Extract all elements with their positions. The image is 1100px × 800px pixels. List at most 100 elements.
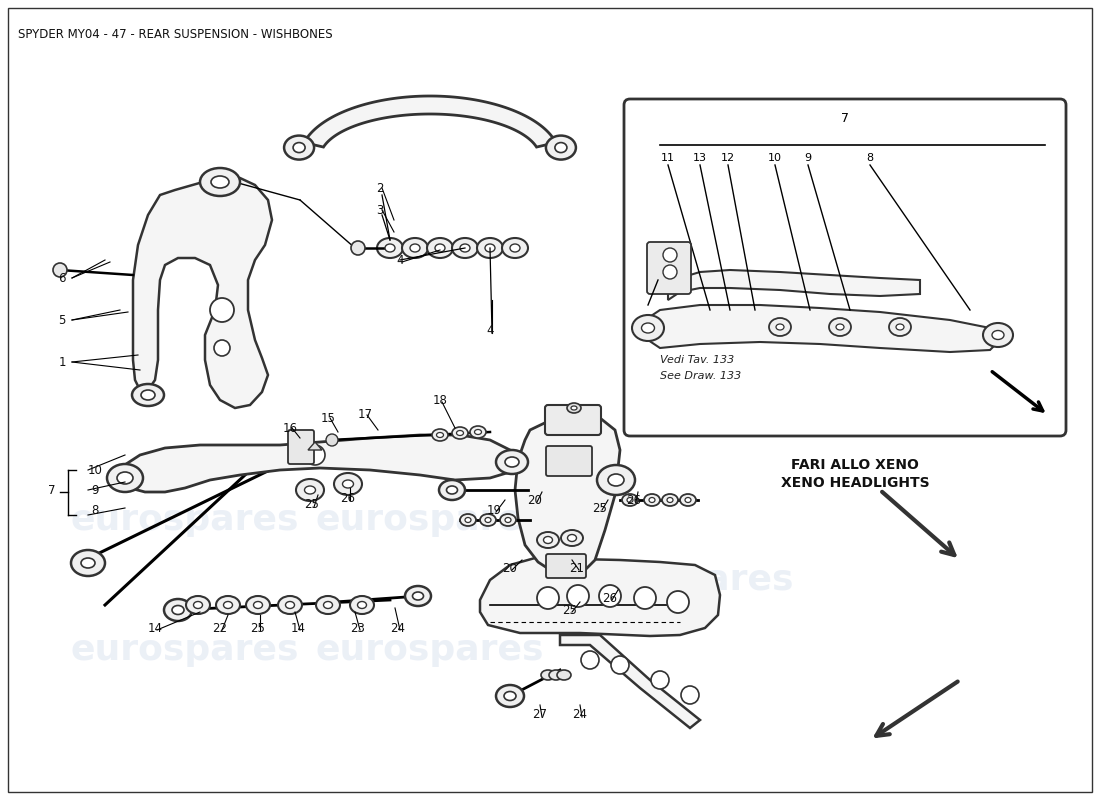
Ellipse shape <box>597 465 635 495</box>
Ellipse shape <box>377 238 403 258</box>
Ellipse shape <box>200 168 240 196</box>
Polygon shape <box>515 415 620 575</box>
Text: 27: 27 <box>532 709 548 722</box>
Ellipse shape <box>983 323 1013 347</box>
Ellipse shape <box>561 530 583 546</box>
Text: 14: 14 <box>290 622 306 634</box>
Text: eurospares: eurospares <box>316 633 544 667</box>
Ellipse shape <box>223 602 232 609</box>
Ellipse shape <box>496 450 528 474</box>
Ellipse shape <box>505 457 519 467</box>
Ellipse shape <box>427 238 453 258</box>
Ellipse shape <box>342 480 353 488</box>
Circle shape <box>351 241 365 255</box>
Polygon shape <box>118 435 516 492</box>
Text: 9: 9 <box>91 483 99 497</box>
Ellipse shape <box>685 498 691 502</box>
Ellipse shape <box>485 518 491 522</box>
Ellipse shape <box>641 323 654 333</box>
Ellipse shape <box>385 244 395 252</box>
Text: 13: 13 <box>693 153 707 163</box>
Ellipse shape <box>549 670 563 680</box>
Polygon shape <box>480 558 720 636</box>
Ellipse shape <box>504 691 516 701</box>
Text: 18: 18 <box>432 394 448 406</box>
Text: 24: 24 <box>572 709 587 722</box>
Ellipse shape <box>172 606 184 614</box>
Ellipse shape <box>402 238 428 258</box>
Text: 24: 24 <box>390 622 406 634</box>
Circle shape <box>610 656 629 674</box>
Circle shape <box>537 587 559 609</box>
Ellipse shape <box>505 518 512 522</box>
FancyBboxPatch shape <box>288 430 313 464</box>
Text: 10: 10 <box>768 153 782 163</box>
Ellipse shape <box>72 550 104 576</box>
Ellipse shape <box>680 494 696 506</box>
Ellipse shape <box>246 596 270 614</box>
Ellipse shape <box>253 602 263 609</box>
Circle shape <box>214 340 230 356</box>
Text: eurospares: eurospares <box>316 503 544 537</box>
Ellipse shape <box>460 514 476 526</box>
Polygon shape <box>560 635 700 728</box>
Ellipse shape <box>662 494 678 506</box>
Text: 20: 20 <box>503 562 517 574</box>
Ellipse shape <box>541 670 556 680</box>
Ellipse shape <box>896 324 904 330</box>
Ellipse shape <box>496 685 524 707</box>
Text: 25: 25 <box>305 498 319 511</box>
Ellipse shape <box>334 473 362 495</box>
Ellipse shape <box>465 518 471 522</box>
Circle shape <box>566 585 588 607</box>
Text: 7: 7 <box>842 113 849 126</box>
Text: 6: 6 <box>58 271 66 285</box>
Ellipse shape <box>889 318 911 336</box>
Polygon shape <box>668 270 920 300</box>
Text: 19: 19 <box>486 503 502 517</box>
Text: 10: 10 <box>88 463 102 477</box>
Text: FARI ALLO XENO
XENO HEADLIGHTS: FARI ALLO XENO XENO HEADLIGHTS <box>781 458 930 490</box>
Polygon shape <box>304 96 556 147</box>
Text: 4: 4 <box>396 254 404 266</box>
Text: 25: 25 <box>562 603 578 617</box>
FancyBboxPatch shape <box>544 405 601 435</box>
Circle shape <box>663 248 676 262</box>
Circle shape <box>326 434 338 446</box>
Circle shape <box>663 265 676 279</box>
Ellipse shape <box>992 330 1004 339</box>
Ellipse shape <box>117 472 133 484</box>
Ellipse shape <box>608 474 624 486</box>
Text: 12: 12 <box>720 153 735 163</box>
Ellipse shape <box>350 596 374 614</box>
Ellipse shape <box>216 596 240 614</box>
Ellipse shape <box>543 537 552 543</box>
Ellipse shape <box>632 315 664 341</box>
Ellipse shape <box>769 318 791 336</box>
Text: 22: 22 <box>212 622 228 634</box>
Text: 16: 16 <box>283 422 297 434</box>
Text: 9: 9 <box>804 153 812 163</box>
Ellipse shape <box>432 429 448 441</box>
Text: 21: 21 <box>570 562 584 574</box>
Text: 26: 26 <box>603 591 617 605</box>
Ellipse shape <box>480 514 496 526</box>
Circle shape <box>667 591 689 613</box>
Text: 17: 17 <box>358 409 373 422</box>
Ellipse shape <box>554 142 566 153</box>
Ellipse shape <box>434 244 446 252</box>
Text: 2: 2 <box>376 182 384 194</box>
Ellipse shape <box>537 532 559 548</box>
Text: 5: 5 <box>58 314 66 326</box>
Ellipse shape <box>284 135 315 159</box>
Ellipse shape <box>456 430 463 435</box>
Circle shape <box>651 671 669 689</box>
Text: 26: 26 <box>627 494 641 506</box>
Text: 1: 1 <box>58 355 66 369</box>
Text: eurospares: eurospares <box>70 503 299 537</box>
Ellipse shape <box>571 406 578 410</box>
Ellipse shape <box>460 244 470 252</box>
Ellipse shape <box>286 602 295 609</box>
Ellipse shape <box>296 479 324 501</box>
FancyBboxPatch shape <box>546 554 586 578</box>
